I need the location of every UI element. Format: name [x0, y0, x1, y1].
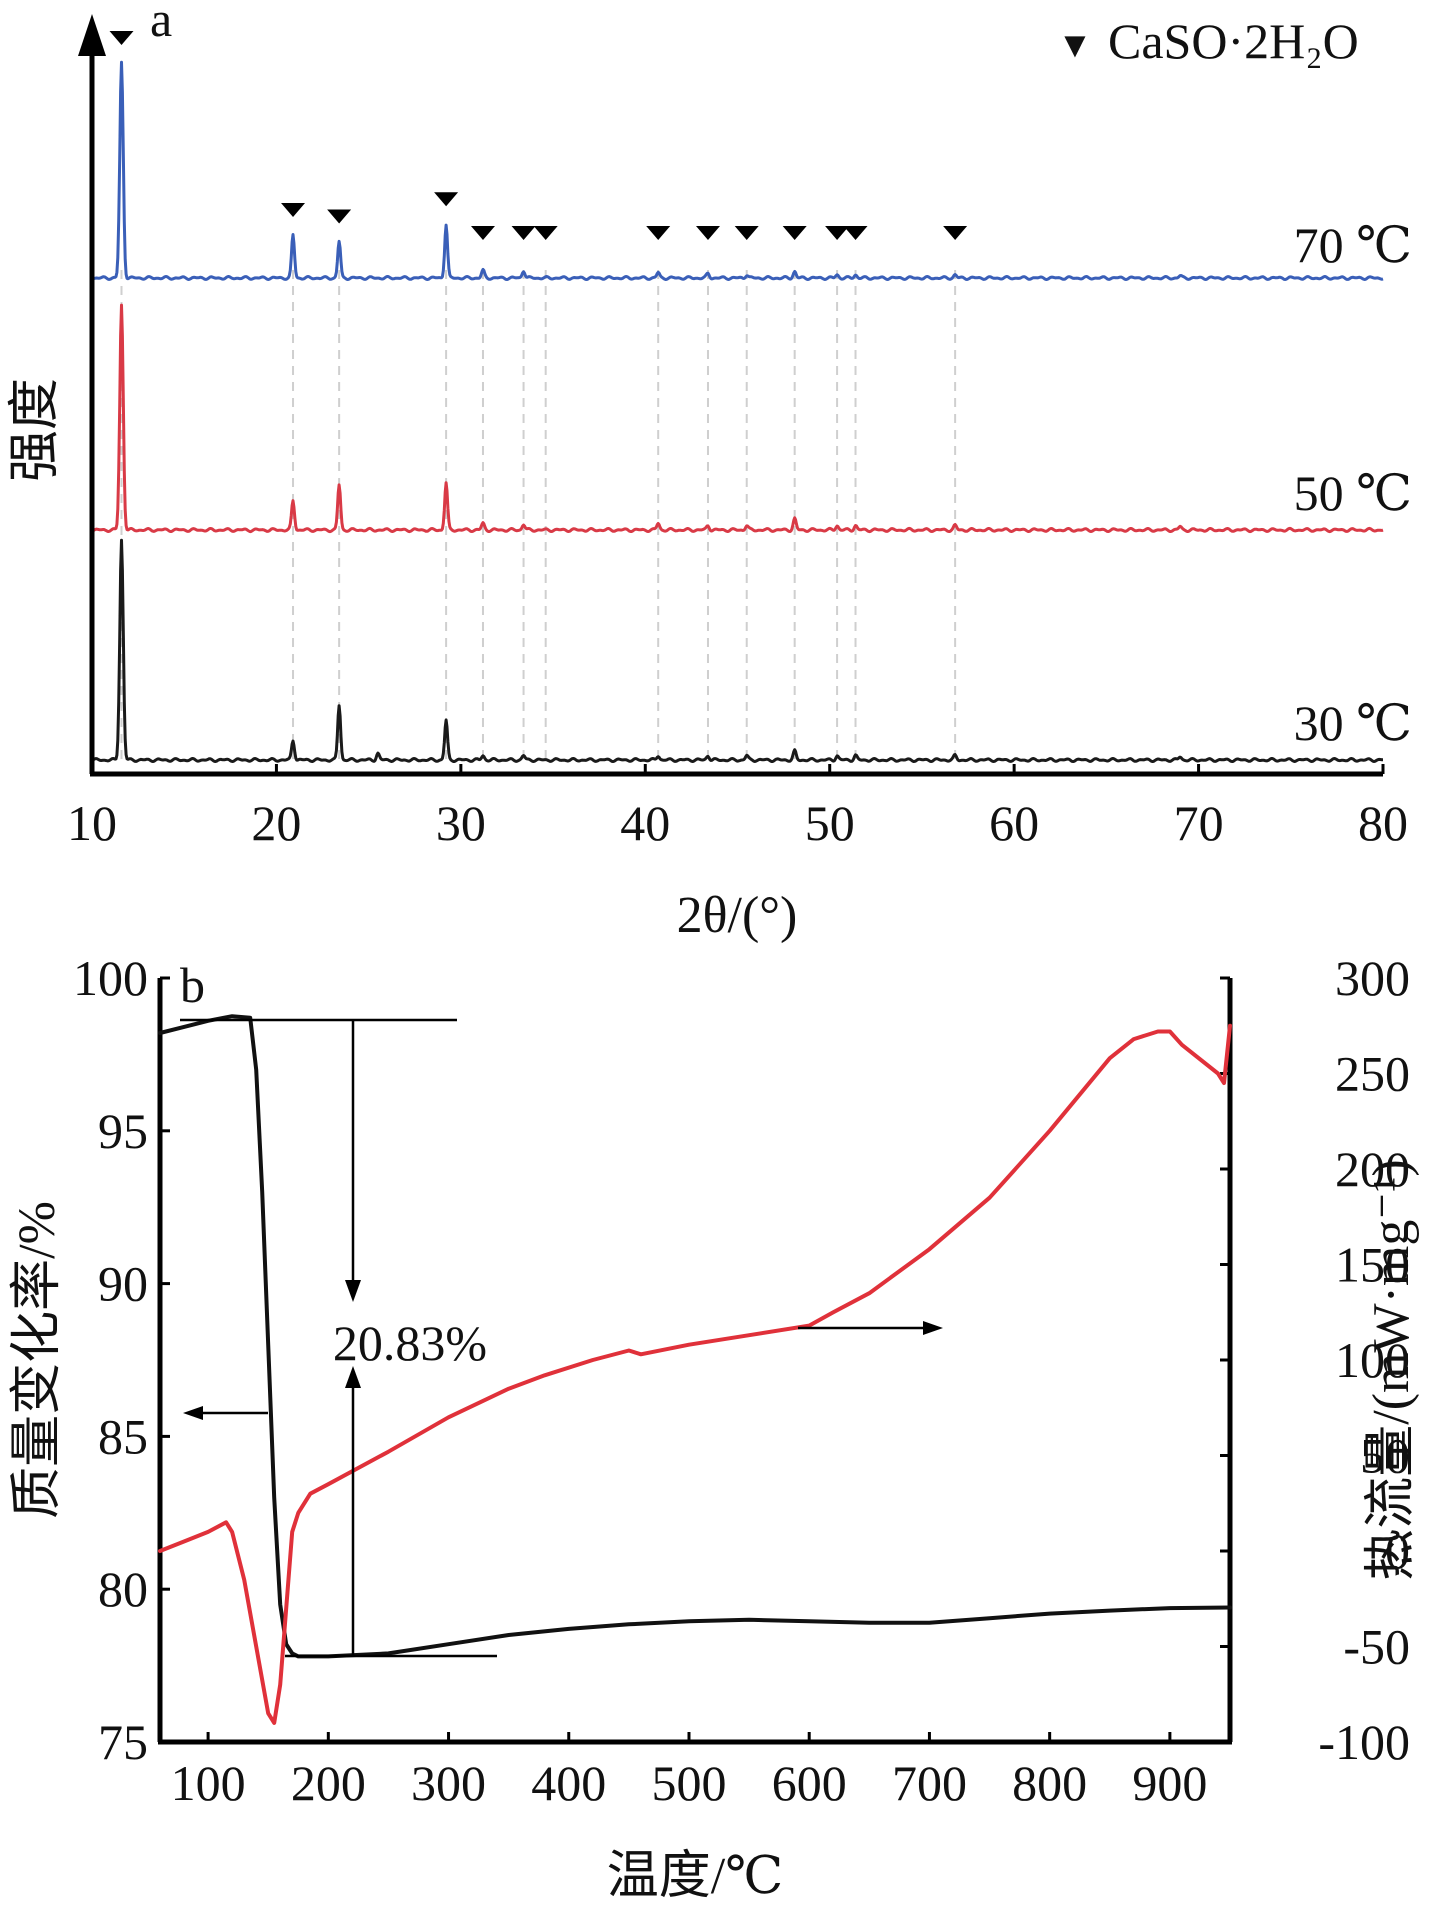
xrd-peak-marker [533, 226, 558, 240]
xrd-legend-marker: ▼ [1057, 25, 1093, 65]
tga-x-tick-label: 700 [892, 1755, 967, 1811]
xrd-peak-marker [470, 226, 495, 240]
tga-right-tick-label: 300 [1335, 950, 1410, 1006]
heat-flow-curve [158, 1023, 1232, 1725]
mass-loss-arrowhead-up [345, 1366, 361, 1388]
xrd-panel-label: a [150, 0, 172, 47]
tga-x-axis-label: 温度/℃ [607, 1848, 784, 1905]
tga-curves [158, 1014, 1232, 1725]
tga-right-tick-label: -50 [1343, 1619, 1410, 1675]
tga-right-axis-label: 热流量/(mW·mg⁻¹) [1363, 1159, 1420, 1580]
tga-left-tick-label: 85 [98, 1408, 148, 1464]
xrd-peak-marker [511, 226, 536, 240]
tga-x-tick-label: 800 [1012, 1755, 1087, 1811]
xrd-peak-marker [943, 226, 968, 240]
xrd-x-tick-label: 30 [436, 795, 486, 851]
xrd-curves [91, 60, 1384, 763]
xrd-legend: ▼ CaSO·2H₂O [1057, 13, 1359, 69]
xrd-x-tick-label: 80 [1358, 795, 1408, 851]
xrd-peak-marker [843, 226, 868, 240]
tga-right-tick-label: 0 [1385, 1523, 1410, 1579]
mass-loss-arrowhead-down [345, 1280, 361, 1302]
tga-ticks [160, 976, 1230, 1744]
xrd-x-ticks [90, 764, 1385, 774]
xrd-peak-marker [825, 226, 850, 240]
tga-x-tick-label: 500 [651, 1755, 726, 1811]
mass-loss-annotation: 20.83% [333, 1315, 487, 1371]
xrd-guide-lines [120, 270, 957, 762]
tga-left-tick-label: 80 [98, 1561, 148, 1617]
xrd-curve-2 [91, 538, 1384, 763]
xrd-curve-label: 30 ℃ [1294, 695, 1412, 751]
xrd-x-tick-label: 60 [989, 795, 1039, 851]
xrd-x-tick-label: 50 [805, 795, 855, 851]
tga-x-tick-label: 400 [531, 1755, 606, 1811]
tga-right-tick-label: 150 [1335, 1237, 1410, 1293]
xrd-peak-marker [434, 192, 459, 207]
xrd-x-tick-label: 40 [620, 795, 670, 851]
xrd-curve-label: 50 ℃ [1294, 465, 1412, 521]
xrd-peak-markers [109, 31, 968, 240]
tga-x-tick-label: 300 [411, 1755, 486, 1811]
tga-left-tick-label: 95 [98, 1103, 148, 1159]
right-axis-pointer-head [923, 1321, 943, 1335]
left-axis-pointer-head [183, 1406, 203, 1420]
tga-right-tick-label: 250 [1335, 1046, 1410, 1102]
xrd-peak-marker [782, 226, 807, 240]
xrd-legend-label: CaSO·2H₂O [1108, 13, 1359, 69]
tga-tick-labels: 100 200 300 400 500 600 700 800 9007580859095100… [73, 950, 1410, 1811]
tga-x-tick-label: 900 [1132, 1755, 1207, 1811]
tga-right-tick-label: -100 [1318, 1714, 1410, 1770]
tga-right-tick-label: 200 [1335, 1141, 1410, 1197]
tga-dsc-panel: 100 200 300 400 500 600 700 800 9007580859095100… [9, 950, 1420, 1905]
xrd-curve-1 [91, 303, 1384, 534]
xrd-peak-marker [281, 203, 306, 217]
tga-x-tick-label: 100 [171, 1755, 246, 1811]
xrd-x-axis-label: 2θ/(°) [677, 887, 798, 944]
xrd-y-axis-arrow [78, 14, 106, 56]
xrd-curve-label: 70 ℃ [1294, 217, 1412, 273]
tga-left-tick-label: 100 [73, 950, 148, 1006]
xrd-peak-marker [734, 226, 759, 240]
xrd-peak-marker [327, 209, 352, 224]
xrd-peak-marker [646, 226, 671, 240]
tga-x-tick-label: 200 [291, 1755, 366, 1811]
xrd-curve-0 [91, 60, 1384, 281]
tga-left-tick-label: 90 [98, 1256, 148, 1312]
xrd-curve-labels: 70 ℃ 50 ℃ 30 ℃ [1294, 217, 1412, 751]
tga-left-tick-label: 75 [98, 1714, 148, 1770]
tga-x-tick-label: 600 [772, 1755, 847, 1811]
xrd-panel: 10 20 30 40 50 60 70 80 a 2θ/(°) 强度 70 ℃ 50 ℃ 30 … [7, 0, 1412, 944]
xrd-y-axis-label: 强度 [7, 378, 64, 482]
xrd-x-tick-label: 20 [251, 795, 301, 851]
xrd-peak-marker [109, 31, 134, 45]
tga-left-axis-label: 质量变化率/% [9, 1201, 66, 1519]
xrd-x-tick-labels: 10 20 30 40 50 60 70 80 [67, 795, 1408, 851]
tga-right-tick-label: 100 [1335, 1332, 1410, 1388]
xrd-peak-marker [695, 226, 720, 240]
tga-panel-label: b [180, 957, 205, 1013]
xrd-x-tick-label: 10 [67, 795, 117, 851]
mass-change-curve [158, 1014, 1232, 1659]
xrd-x-tick-label: 70 [1174, 795, 1224, 851]
tga-right-tick-label: 50 [1360, 1428, 1410, 1484]
